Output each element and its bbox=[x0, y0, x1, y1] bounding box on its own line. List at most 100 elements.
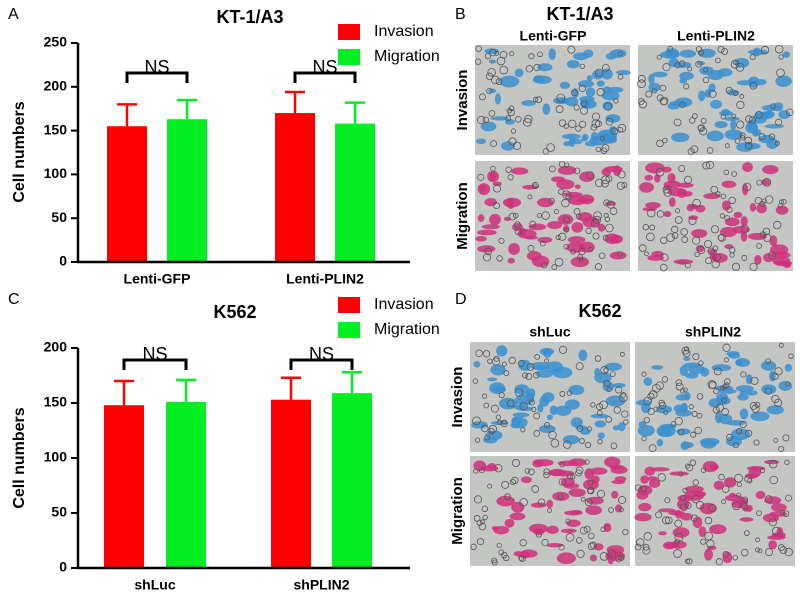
pore bbox=[723, 382, 730, 389]
stained-cell bbox=[761, 384, 777, 395]
stained-cell bbox=[549, 405, 558, 416]
pore bbox=[656, 210, 665, 218]
stained-cell bbox=[585, 505, 602, 516]
stained-cell bbox=[618, 422, 626, 432]
pore bbox=[505, 166, 512, 173]
pore bbox=[760, 45, 770, 55]
pore bbox=[700, 538, 707, 545]
stained-cell bbox=[487, 377, 498, 382]
pore bbox=[651, 383, 661, 393]
pore bbox=[753, 439, 760, 446]
pore bbox=[473, 468, 479, 474]
stained-cell bbox=[673, 404, 687, 413]
y-tick-label: 200 bbox=[44, 339, 68, 355]
pore bbox=[673, 549, 682, 558]
pore bbox=[684, 501, 692, 509]
column-label: Lenti-PLIN2 bbox=[677, 28, 755, 44]
pore bbox=[579, 63, 585, 69]
pore bbox=[573, 104, 580, 111]
stained-cell bbox=[502, 197, 522, 208]
pore bbox=[723, 169, 730, 176]
pore bbox=[474, 437, 481, 443]
pore bbox=[659, 263, 668, 272]
pore bbox=[726, 433, 734, 441]
stained-cell bbox=[480, 121, 497, 132]
stained-cell bbox=[563, 141, 572, 147]
row-label: Invasion bbox=[449, 367, 466, 428]
pore bbox=[605, 416, 613, 423]
chart-title: KT-1/A3 bbox=[216, 7, 283, 27]
row-label: Migration bbox=[454, 182, 471, 250]
pore bbox=[662, 186, 671, 194]
pore bbox=[700, 117, 707, 124]
stained-cell bbox=[603, 523, 611, 528]
error-bar bbox=[281, 376, 301, 400]
pore bbox=[749, 54, 756, 61]
pore bbox=[736, 481, 742, 488]
stained-cell bbox=[697, 48, 716, 58]
pore bbox=[554, 209, 559, 215]
pore bbox=[615, 554, 623, 563]
pore bbox=[750, 376, 759, 385]
pore bbox=[732, 555, 738, 561]
stained-cell bbox=[717, 68, 733, 77]
stained-cell bbox=[585, 87, 596, 98]
pore bbox=[609, 207, 618, 215]
pore bbox=[563, 216, 570, 224]
stained-cell bbox=[679, 77, 688, 84]
pore bbox=[616, 181, 625, 190]
stained-cell bbox=[700, 439, 717, 449]
stained-cell bbox=[594, 367, 601, 377]
pore bbox=[784, 459, 790, 466]
pore bbox=[575, 466, 584, 475]
pore bbox=[775, 118, 783, 126]
stained-cell bbox=[521, 100, 536, 107]
pore bbox=[512, 141, 522, 150]
stained-cell bbox=[484, 48, 500, 55]
pore bbox=[678, 165, 686, 172]
stained-cell bbox=[586, 74, 593, 81]
pore bbox=[697, 246, 706, 255]
stained-cell bbox=[567, 236, 586, 244]
stained-cell bbox=[490, 364, 506, 376]
stained-cell bbox=[728, 353, 741, 359]
pore bbox=[744, 141, 753, 150]
pore bbox=[602, 63, 610, 72]
pore bbox=[620, 392, 627, 398]
stained-cell bbox=[526, 251, 542, 261]
pore bbox=[519, 539, 527, 547]
stained-cell bbox=[543, 348, 552, 358]
pore bbox=[503, 370, 510, 377]
stained-cell bbox=[514, 68, 524, 78]
stained-cell bbox=[596, 80, 605, 87]
stained-cell bbox=[672, 527, 690, 538]
pore bbox=[739, 132, 746, 139]
pore bbox=[658, 401, 667, 410]
pore bbox=[610, 442, 618, 450]
pore bbox=[508, 356, 516, 365]
pore bbox=[594, 263, 603, 271]
pore bbox=[562, 190, 571, 199]
pore bbox=[615, 386, 623, 394]
micrograph bbox=[475, 45, 631, 155]
stained-cell bbox=[725, 435, 742, 447]
pore bbox=[537, 498, 546, 506]
pore bbox=[537, 51, 543, 58]
stained-cell bbox=[546, 542, 563, 548]
stained-cell bbox=[740, 216, 748, 227]
stained-cell bbox=[710, 99, 723, 109]
stained-cell bbox=[669, 471, 689, 476]
pore bbox=[515, 116, 522, 123]
stained-cell bbox=[611, 490, 619, 499]
stained-cell bbox=[562, 435, 580, 445]
stained-cell bbox=[755, 490, 766, 500]
pore bbox=[523, 118, 532, 127]
stained-cell bbox=[568, 384, 585, 395]
stained-cell bbox=[557, 165, 577, 175]
pore bbox=[518, 554, 525, 561]
pore bbox=[585, 227, 592, 235]
stained-cell bbox=[605, 395, 626, 407]
pore bbox=[638, 100, 647, 109]
stained-cell bbox=[748, 232, 768, 240]
micrograph bbox=[470, 342, 630, 452]
